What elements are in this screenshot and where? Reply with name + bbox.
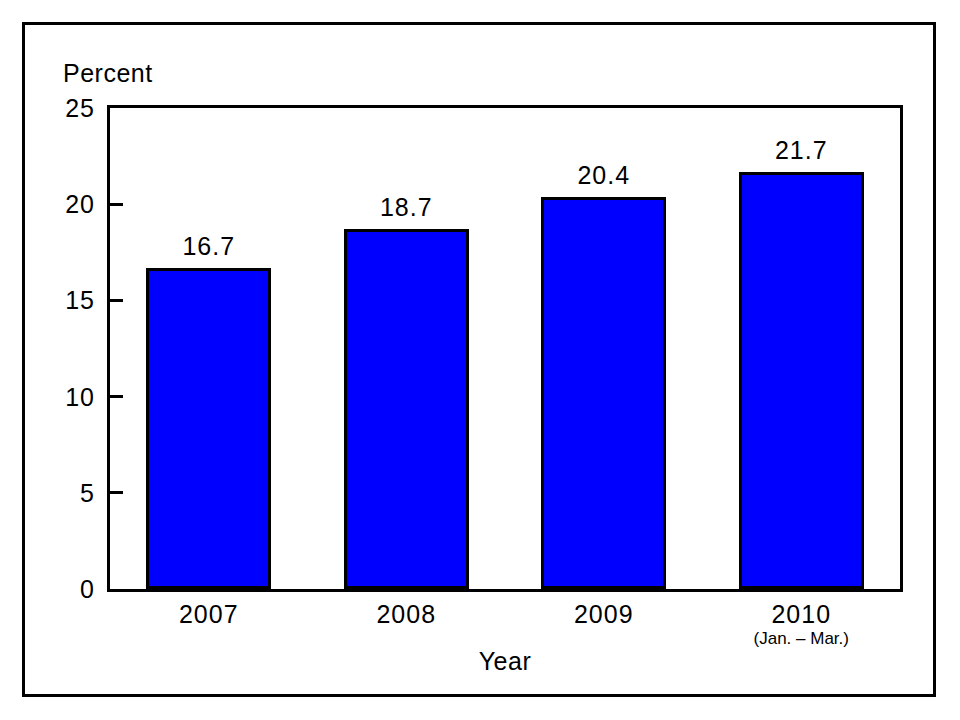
y-tick-label: 5 — [27, 479, 95, 507]
bar-value-label: 16.7 — [134, 232, 284, 261]
y-tick-mark — [110, 299, 123, 302]
y-tick-label: 10 — [27, 383, 95, 411]
x-category-label: 2007 — [114, 600, 304, 629]
x-category-label: 2010 — [706, 600, 896, 629]
y-tick-label: 0 — [27, 575, 95, 603]
bar — [344, 229, 469, 589]
bar-value-label: 21.7 — [726, 136, 876, 165]
y-tick-mark — [110, 203, 123, 206]
chart-frame: Percent 16.7 18.7 20.4 21.7 0 5 10 15 20 25 2007… — [22, 22, 936, 697]
plot-area: 16.7 18.7 20.4 21.7 — [107, 105, 903, 592]
y-tick-label: 20 — [27, 190, 95, 218]
y-tick-label: 15 — [27, 286, 95, 314]
y-axis-title: Percent — [63, 59, 153, 88]
bar-value-label: 18.7 — [331, 193, 481, 222]
y-tick-mark — [110, 491, 123, 494]
x-category-subnote: (Jan. – Mar.) — [706, 629, 896, 649]
y-tick-label: 25 — [27, 94, 95, 122]
y-tick-labels: 0510152025 — [27, 105, 95, 592]
x-category-label: 2008 — [311, 600, 501, 629]
x-category-label: 2009 — [509, 600, 699, 629]
bar — [146, 268, 271, 589]
bar — [739, 172, 864, 590]
bar — [541, 197, 666, 589]
y-tick-mark — [110, 395, 123, 398]
bar-value-label: 20.4 — [529, 161, 679, 190]
x-axis-title: Year — [405, 647, 605, 676]
